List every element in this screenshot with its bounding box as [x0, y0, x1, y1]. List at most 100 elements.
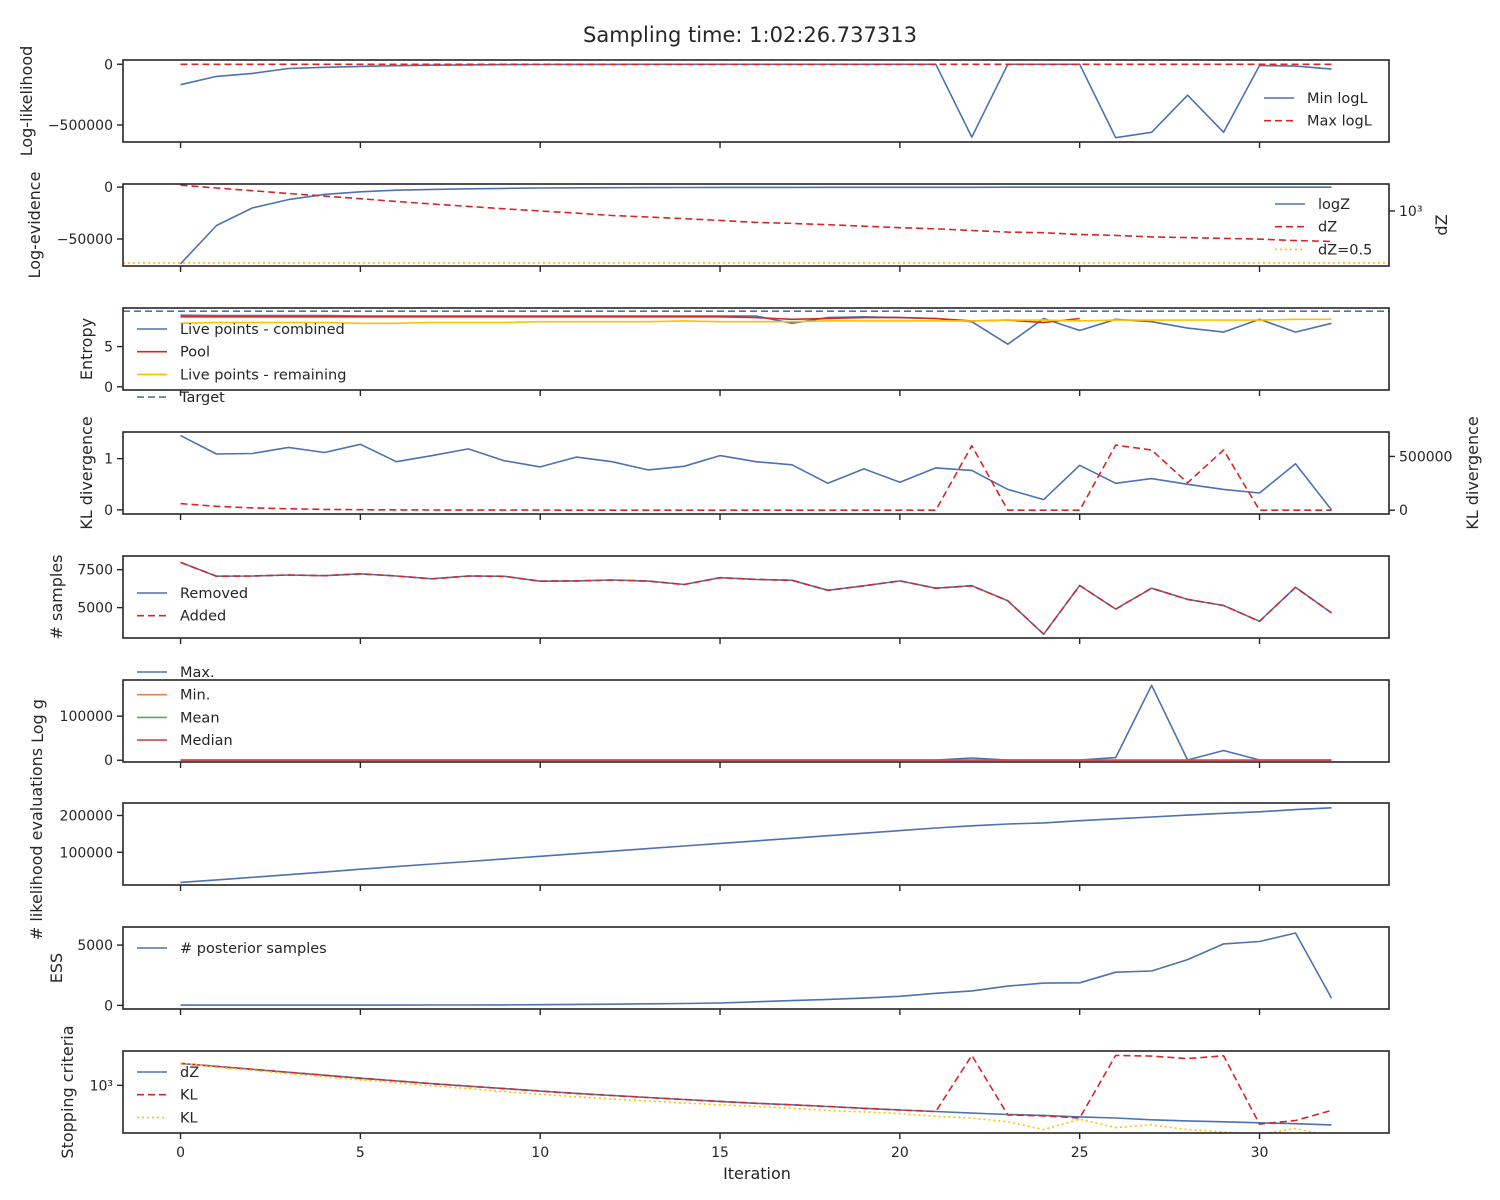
- axes-frame: [122, 431, 1390, 515]
- legend-label: Max logL: [1307, 114, 1372, 130]
- figure-title: Sampling time: 1:02:26.737313: [583, 23, 917, 47]
- x-tick-label: 15: [711, 1145, 729, 1161]
- x-tick-label: 5: [356, 1145, 365, 1161]
- panel-8: 10³ 0 5 10 15 20 25 30 Stopping criteria dZ KL KL: [58, 1025, 1390, 1161]
- series-line: [180, 1062, 1321, 1133]
- legend-label: Median: [180, 733, 233, 749]
- series-line: [179, 186, 1332, 265]
- series-line: [180, 1062, 1332, 1126]
- y-tick-label: 0: [104, 998, 113, 1014]
- legend-label: Live points - remaining: [180, 367, 346, 383]
- series-line: [180, 807, 1332, 884]
- series-line: [180, 1054, 1332, 1125]
- y-axis-label: Log-likelihood: [17, 46, 36, 157]
- y2-axis-label: dZ: [1432, 214, 1451, 235]
- series-line: [180, 684, 1332, 761]
- y2-axis-label: KL divergence: [1463, 416, 1482, 529]
- y-axis-label: Log-evidence: [25, 172, 44, 279]
- panel-4: 5000 7500 # samples Removed Added: [47, 555, 1390, 644]
- y-tick-label: 5000: [77, 938, 113, 954]
- y-tick-label: 100000: [60, 709, 113, 725]
- x-tick-label: 0: [176, 1145, 185, 1161]
- legend-label: Max.: [180, 665, 215, 681]
- series-line: [180, 561, 1332, 636]
- x-axis-label: Iteration: [723, 1164, 791, 1183]
- y-tick-label: 5000: [77, 601, 113, 617]
- y-tick-label: 1: [104, 452, 113, 468]
- y-axis-label: Log g: [28, 699, 47, 743]
- legend: Max. Min. Mean Median: [137, 665, 233, 749]
- axes-frame: [122, 307, 1390, 391]
- legend: Removed Added: [137, 586, 248, 625]
- axes-frame: [122, 802, 1390, 886]
- series-line: [180, 315, 1080, 324]
- y-tick-label: 0: [104, 180, 113, 196]
- series-line: [180, 63, 1332, 139]
- y2-tick-label: 0: [1399, 503, 1408, 519]
- y-tick-label: 0: [104, 753, 113, 769]
- y-tick-label: 0: [104, 503, 113, 519]
- y-tick-label: −50000: [57, 232, 113, 248]
- series-line: [180, 932, 1333, 1006]
- legend-label: dZ: [180, 1065, 199, 1081]
- legend: Live points - combined Pool Live points - …: [137, 322, 346, 406]
- legend-label: Removed: [180, 586, 248, 602]
- legend: Min logL Max logL: [1264, 91, 1372, 130]
- y-axis-label: # samples: [47, 555, 66, 640]
- legend-label: # posterior samples: [180, 941, 327, 957]
- panel-3: 0 1 0 500000 KL divergence KL divergence: [77, 416, 1482, 529]
- y-axis-label: Stopping criteria: [58, 1025, 77, 1158]
- axes-frame: [122, 1050, 1390, 1134]
- axes-frame: [122, 679, 1390, 763]
- x-tick-label: 20: [891, 1145, 909, 1161]
- y-axis-label: # likelihood evaluations: [27, 748, 46, 940]
- axes-frame: [122, 555, 1390, 639]
- y-tick-label: 0: [104, 380, 113, 396]
- x-tick-label: 25: [1071, 1145, 1089, 1161]
- y-axis-label: KL divergence: [77, 416, 96, 529]
- series-line: [180, 184, 1332, 243]
- series-line: [180, 444, 1332, 512]
- legend-label: dZ: [1318, 220, 1337, 236]
- legend-label: Min logL: [1307, 91, 1368, 107]
- panel-0: 0 −500000 Log-likelihood Min logL Max logL: [17, 46, 1390, 157]
- x-tick-label: 30: [1251, 1145, 1269, 1161]
- legend-label: Live points - combined: [180, 322, 345, 338]
- series-line: [180, 434, 1333, 511]
- legend-label: KL: [180, 1088, 198, 1104]
- y-tick-label: 200000: [60, 809, 113, 825]
- legend-label: KL: [180, 1110, 198, 1126]
- legend-label: logZ: [1318, 197, 1350, 213]
- y-tick-label: 100000: [60, 845, 113, 861]
- legend-label: Added: [180, 609, 226, 625]
- y-tick-label: 5: [104, 340, 113, 356]
- series-line: [180, 561, 1332, 636]
- legend-label: Target: [179, 390, 225, 406]
- y2-tick-label: 500000: [1399, 449, 1452, 465]
- legend-label: Mean: [180, 710, 220, 726]
- panel-5: 0 100000 Log g Max. Min. Mean Median: [28, 665, 1390, 769]
- y-axis-label: Entropy: [77, 318, 96, 380]
- panel-6: 100000 200000 # likelihood evaluations: [27, 748, 1390, 940]
- legend: # posterior samples: [137, 941, 327, 957]
- y-tick-label: −500000: [48, 118, 113, 134]
- axes-frame: [122, 926, 1390, 1010]
- y-tick-label: 0: [104, 57, 113, 73]
- axes-frame: [122, 183, 1390, 267]
- axes-frame: [122, 59, 1390, 143]
- panel-7: 0 5000 ESS # posterior samples: [47, 926, 1390, 1015]
- legend-label: Min.: [180, 688, 210, 704]
- legend-label: dZ=0.5: [1318, 242, 1372, 258]
- y2-tick-label: 10³: [1399, 204, 1422, 220]
- y-tick-label: 10³: [90, 1078, 113, 1094]
- y-axis-label: ESS: [47, 953, 66, 983]
- legend: logZ dZ dZ=0.5: [1275, 197, 1372, 258]
- legend-label: Pool: [180, 345, 210, 361]
- panel-1: 0 −50000 10³ Log-evidence dZ logZ dZ dZ=0.5: [25, 172, 1451, 279]
- y-tick-label: 7500: [77, 563, 113, 579]
- x-tick-label: 10: [531, 1145, 549, 1161]
- legend: dZ KL KL: [137, 1065, 199, 1126]
